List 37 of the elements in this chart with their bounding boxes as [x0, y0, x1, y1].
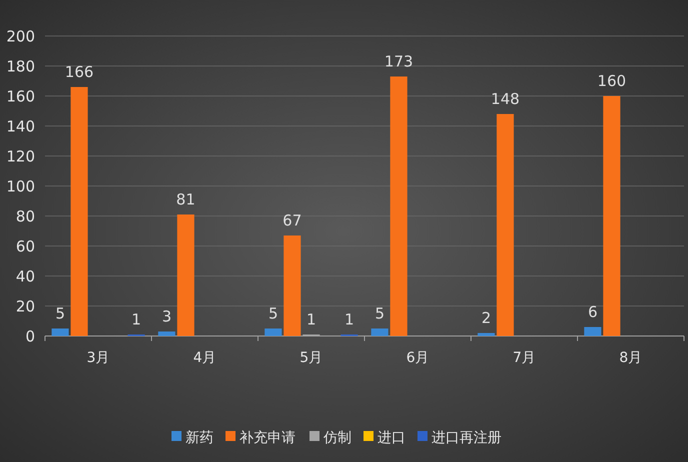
data-label: 166: [64, 63, 94, 81]
data-label: 1: [306, 310, 316, 328]
data-label: 1: [132, 310, 142, 328]
y-tick-label: 20: [16, 297, 35, 316]
y-tick-label: 120: [6, 147, 35, 166]
legend-label: 仿制: [322, 430, 352, 446]
y-tick-label: 140: [6, 117, 35, 136]
x-tick-label: 3月: [86, 350, 110, 366]
x-tick-label: 6月: [406, 350, 430, 366]
legend-label: 进口: [378, 430, 406, 446]
y-tick-label: 180: [6, 57, 35, 76]
data-label: 148: [490, 90, 520, 108]
data-label: 6: [588, 303, 598, 321]
data-label: 2: [481, 309, 491, 327]
y-tick-label: 0: [25, 327, 35, 346]
legend-label: 进口再注册: [432, 430, 502, 446]
y-tick-label: 60: [16, 237, 35, 256]
data-label: 173: [384, 52, 414, 70]
data-label: 5: [55, 304, 65, 322]
y-tick-label: 80: [16, 207, 35, 226]
legend-label: 补充申请: [240, 430, 296, 446]
x-tick-label: 4月: [193, 350, 216, 366]
y-tick-label: 200: [6, 27, 35, 46]
data-label: 67: [282, 212, 302, 230]
data-label: 3: [162, 308, 172, 326]
legend-label: 新药: [186, 430, 214, 446]
y-tick-label: 160: [6, 87, 35, 106]
data-label: 5: [268, 304, 278, 322]
x-tick-label: 7月: [512, 350, 536, 366]
data-label: 160: [597, 72, 626, 90]
data-label: 81: [176, 190, 196, 208]
data-label: 5: [374, 304, 384, 322]
x-tick-label: 5月: [300, 350, 323, 366]
x-tick-label: 8月: [619, 350, 642, 366]
y-tick-label: 100: [6, 177, 35, 196]
y-tick-label: 40: [16, 267, 35, 286]
data-label: 1: [344, 310, 354, 328]
